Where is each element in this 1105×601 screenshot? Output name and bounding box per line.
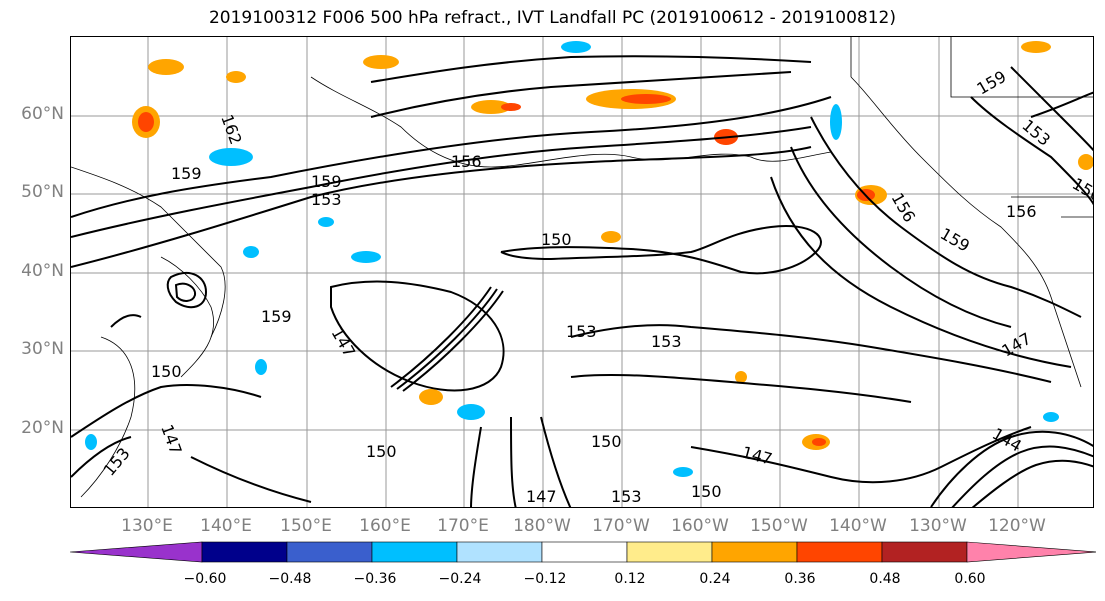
lon-label-150e: 150°E [280, 516, 332, 536]
map-title: 2019100312 F006 500 hPa refract., IVT La… [208, 8, 896, 28]
contour-label: 153 [651, 332, 682, 351]
contour-label: 159 [974, 67, 1010, 99]
contour-label: 150 [366, 442, 397, 461]
graticule [71, 37, 1093, 507]
contour-label: 159 [171, 164, 202, 183]
colorbar-segment [881, 541, 968, 563]
colorbar-segment [286, 541, 373, 563]
lat-label-20n: 20°N [21, 418, 64, 438]
contour-label: 159 [937, 224, 973, 256]
coastlines [71, 37, 1093, 498]
contour-label: 162 [217, 112, 245, 147]
contour-label: 156 [1006, 202, 1037, 221]
anomaly-shading [85, 41, 1093, 477]
contour-label: 147 [526, 487, 557, 506]
lat-label-30n: 30°N [21, 339, 64, 359]
contour-label: 150 [541, 230, 572, 249]
contour-label: 153 [566, 322, 597, 341]
lat-label-40n: 40°N [21, 261, 64, 281]
colorbar-segment [796, 541, 883, 563]
contour-label: 159 [311, 172, 342, 191]
colorbar-segment [371, 541, 458, 563]
map-panel: 162 159 159 156 153 150 159 153 153 159 … [70, 36, 1094, 508]
colorbar-tick: 0.12 [614, 571, 646, 587]
colorbar-tick: 0.60 [954, 571, 986, 587]
colorbar-tick: −0.12 [523, 571, 567, 587]
contour-label: 159 [261, 307, 292, 326]
refractivity-contours [71, 55, 1093, 507]
colorbar-tick: −0.36 [353, 571, 397, 587]
colorbar-tick: 0.48 [869, 571, 901, 587]
contour-label: 150 [691, 482, 722, 501]
lat-label-60n: 60°N [21, 104, 64, 124]
lon-label-160w: 160°W [671, 516, 729, 536]
lon-label-140e: 140°E [200, 516, 252, 536]
contour-label: 147 [328, 325, 360, 361]
colorbar-segment [711, 541, 798, 563]
contour-label: 147 [740, 443, 774, 469]
lon-label-180w: 180°W [513, 516, 571, 536]
lon-label-160e: 160°E [359, 516, 411, 536]
colorbar-tick: −0.60 [183, 571, 227, 587]
lon-label-130e: 130°E [121, 516, 173, 536]
colorbar-segment [201, 541, 288, 563]
colorbar-extend-max [966, 541, 1096, 563]
colorbar-tick: −0.48 [268, 571, 312, 587]
lon-label-170e: 170°E [437, 516, 489, 536]
contour-label: 150 [151, 362, 182, 381]
contour-label: 150 [591, 432, 622, 451]
colorbar-tick: 0.24 [699, 571, 731, 587]
contour-label: 156 [451, 152, 482, 171]
contour-label: 144 [989, 424, 1025, 456]
lon-label-120w: 120°W [988, 516, 1046, 536]
colorbar-segment [456, 541, 543, 563]
colorbar-segment [541, 541, 628, 563]
lat-label-50n: 50°N [21, 182, 64, 202]
map-canvas: 162 159 159 156 153 150 159 153 153 159 … [71, 37, 1093, 507]
colorbar [70, 541, 1096, 563]
lon-label-150w: 150°W [750, 516, 808, 536]
colorbar-segment [626, 541, 713, 563]
contour-label: 153 [1018, 116, 1054, 150]
contour-label: 153 [311, 190, 342, 209]
lon-label-140w: 140°W [829, 516, 887, 536]
colorbar-extend-min [70, 541, 203, 563]
colorbar-tick: −0.24 [438, 571, 482, 587]
lon-label-130w: 130°W [909, 516, 967, 536]
lon-label-170w: 170°W [592, 516, 650, 536]
contour-label: 147 [157, 422, 185, 457]
contour-label: 153 [611, 487, 642, 506]
colorbar-tick: 0.36 [784, 571, 816, 587]
